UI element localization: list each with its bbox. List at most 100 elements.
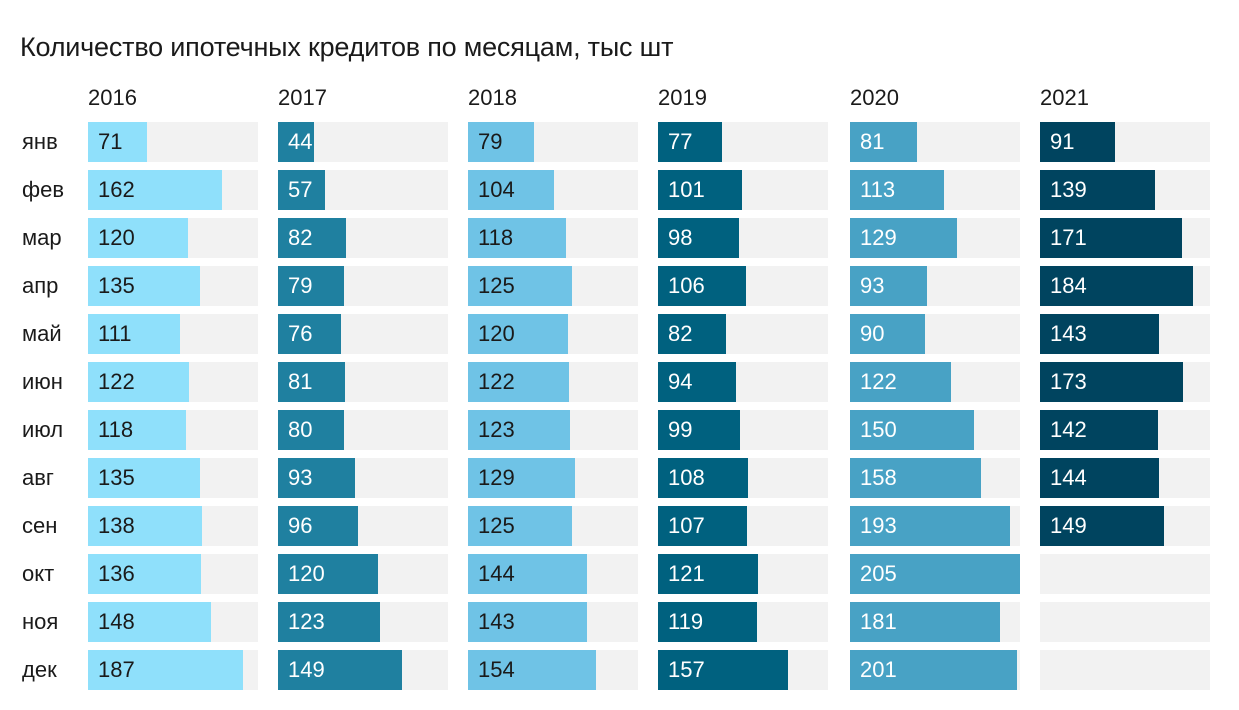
bar-track: 144 <box>1040 458 1210 498</box>
year-label: 2021 <box>1040 85 1089 110</box>
bar <box>850 602 1000 642</box>
bar <box>850 314 925 354</box>
bar-track: 142 <box>1040 410 1210 450</box>
bar-value-label: 118 <box>478 225 514 250</box>
month-label: май <box>22 321 62 346</box>
bar-value-label: 149 <box>1050 513 1087 538</box>
bar <box>1040 314 1159 354</box>
bar-track: 108 <box>658 458 828 498</box>
bar-track: 120 <box>88 218 258 258</box>
bar <box>850 554 1020 594</box>
bar-track: 136 <box>88 554 258 594</box>
bar <box>468 266 572 306</box>
bar-track: 162 <box>88 170 258 210</box>
bar-value-label: 158 <box>860 465 897 490</box>
bar <box>658 410 740 450</box>
bar-track: 158 <box>850 458 1020 498</box>
bar <box>468 650 596 690</box>
bar <box>850 410 974 450</box>
bar-value-label: 93 <box>288 465 313 490</box>
bar-value-label: 96 <box>288 513 313 538</box>
bar-track: 91 <box>1040 122 1210 162</box>
bar <box>1040 362 1183 402</box>
bar <box>468 122 534 162</box>
month-label: июн <box>22 369 63 394</box>
bar-track: 123 <box>468 410 638 450</box>
bar-value-label: 44 <box>288 129 313 154</box>
bar <box>850 170 944 210</box>
bar <box>850 218 957 258</box>
month-label: сен <box>22 513 58 538</box>
bar <box>88 170 222 210</box>
bar <box>88 122 147 162</box>
bar-value-label: 113 <box>860 177 896 202</box>
bar-value-label: 135 <box>98 273 135 298</box>
bar-track: 184 <box>1040 266 1210 306</box>
bar-track: 123 <box>278 602 448 642</box>
bar <box>1040 458 1159 498</box>
bar-value-label: 81 <box>288 369 313 394</box>
bar <box>88 362 189 402</box>
bar-track: 99 <box>658 410 828 450</box>
bar-track: 122 <box>88 362 258 402</box>
bar-value-label: 94 <box>668 369 693 394</box>
bar <box>1040 218 1182 258</box>
bar-track: 121 <box>658 554 828 594</box>
bar-track: 144 <box>468 554 638 594</box>
bar <box>278 218 346 258</box>
bar-value-label: 82 <box>288 225 313 250</box>
bar <box>278 458 355 498</box>
bar-track: 187 <box>88 650 258 690</box>
bar-value-label: 111 <box>98 321 132 346</box>
bar-track: 173 <box>1040 362 1210 402</box>
bar <box>468 458 575 498</box>
bar-value-label: 106 <box>668 273 705 298</box>
year-label: 2018 <box>468 85 517 110</box>
bar-track: 104 <box>468 170 638 210</box>
bar <box>850 122 917 162</box>
month-label: дек <box>22 657 57 682</box>
bar-track: 120 <box>468 314 638 354</box>
bar <box>468 362 569 402</box>
bar-value-label: 122 <box>98 369 135 394</box>
bar <box>278 314 341 354</box>
bar-value-label: 57 <box>288 177 313 202</box>
bar-track: 150 <box>850 410 1020 450</box>
bar-value-label: 77 <box>668 129 693 154</box>
bar <box>88 218 188 258</box>
bar-value-label: 144 <box>478 561 515 586</box>
bar <box>658 170 742 210</box>
bar <box>658 266 746 306</box>
bar <box>1040 266 1193 306</box>
bar-track: 101 <box>658 170 828 210</box>
bar-value-label: 187 <box>98 657 135 682</box>
bar-value-label: 82 <box>668 321 693 346</box>
bar-track: 79 <box>278 266 448 306</box>
bar-value-label: 123 <box>288 609 325 634</box>
bar <box>1040 170 1155 210</box>
bar-value-label: 104 <box>478 177 515 202</box>
bar-value-label: 150 <box>860 417 897 442</box>
bar-track: 77 <box>658 122 828 162</box>
year-label: 2016 <box>88 85 137 110</box>
bar-value-label: 80 <box>288 417 313 442</box>
bar <box>278 362 345 402</box>
bar <box>88 650 243 690</box>
bar-track: 135 <box>88 266 258 306</box>
bar-track: 81 <box>278 362 448 402</box>
bar-value-label: 123 <box>478 417 515 442</box>
bar-track <box>1040 554 1210 594</box>
bar-value-label: 149 <box>288 657 325 682</box>
bar <box>658 122 722 162</box>
bar <box>88 554 201 594</box>
month-label: фев <box>22 177 65 202</box>
bar-track: 111 <box>88 314 258 354</box>
bar-track: 201 <box>850 650 1020 690</box>
bar-value-label: 125 <box>478 513 515 538</box>
bar-track: 98 <box>658 218 828 258</box>
bar-value-label: 129 <box>860 225 897 250</box>
bar-track: 118 <box>468 218 638 258</box>
bar <box>850 362 951 402</box>
bar-value-label: 71 <box>98 129 123 154</box>
bar-track: 157 <box>658 650 828 690</box>
